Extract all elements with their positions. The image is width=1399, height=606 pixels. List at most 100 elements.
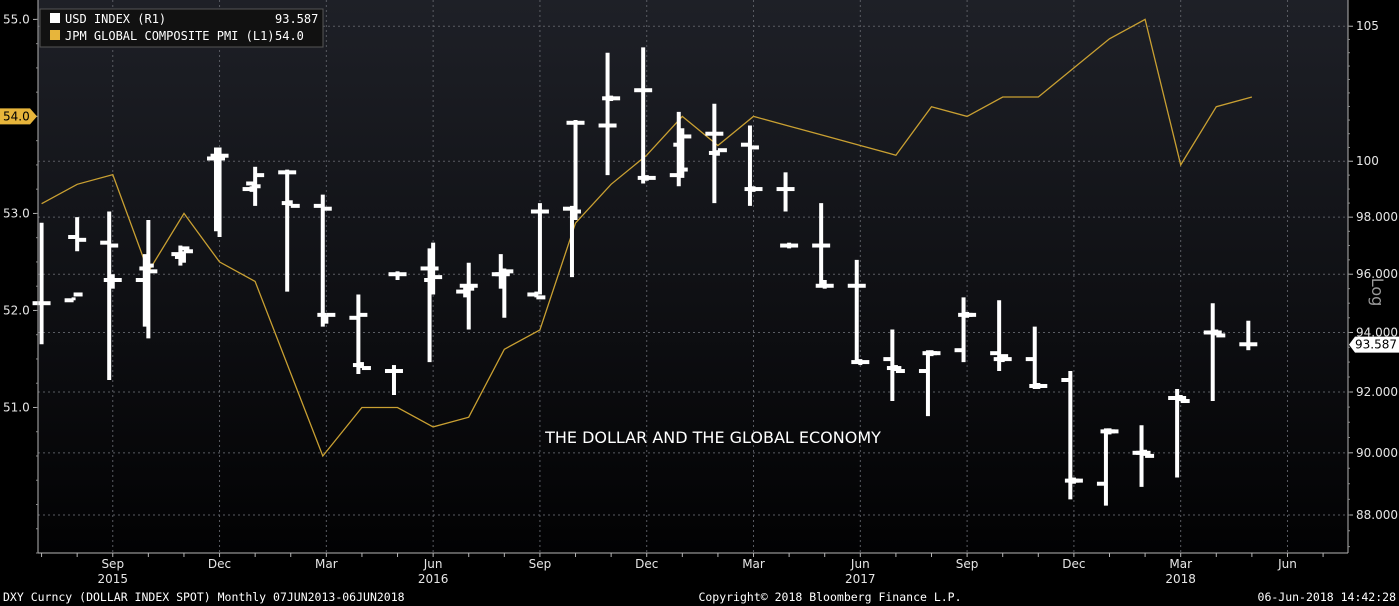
right-tick-label: 105 (1356, 19, 1379, 33)
usd-bar (598, 52, 617, 176)
usd-bar (847, 259, 866, 363)
chart-title: THE DOLLAR AND THE GLOBAL ECONOMY (544, 428, 881, 447)
footer-left: DXY Curncy (DOLLAR INDEX SPOT) Monthly 0… (3, 590, 405, 604)
x-tick-label: Mar (1169, 557, 1192, 571)
usd-bar (744, 186, 763, 192)
legend-usd-value: 93.587 (275, 12, 318, 26)
usd-bar (210, 147, 229, 237)
usd-bar (1171, 395, 1190, 404)
x-year-label: 2017 (845, 572, 876, 586)
usd-bar (278, 169, 297, 292)
x-tick-label: Dec (1062, 557, 1085, 571)
usd-bar (100, 211, 119, 380)
usd-bar (32, 222, 51, 345)
x-tick-label: Sep (529, 557, 552, 571)
left-tick-label: 55.0 (3, 12, 30, 26)
right-current-label: 93.587 (1355, 338, 1397, 352)
x-tick-label: Dec (208, 557, 231, 571)
usd-bar (1207, 329, 1226, 338)
usd-bar (139, 219, 158, 339)
x-tick-label: Jun (850, 557, 870, 571)
usd-bar (780, 242, 799, 249)
left-tick-label: 51.0 (3, 400, 30, 414)
usd-bar (886, 365, 905, 374)
left-current-label: 54.0 (3, 109, 30, 123)
usd-bar (349, 294, 368, 375)
usd-bar (495, 268, 514, 318)
usd-bar (246, 166, 265, 206)
usd-bar (602, 95, 621, 102)
right-tick-label: 96.000 (1356, 267, 1398, 281)
left-tick-label: 52.0 (3, 303, 30, 317)
usd-bar (68, 217, 87, 252)
right-axis: 88.000 90.000 92.000 94.000 96.000 98.000 100 1… (1348, 19, 1398, 548)
usd-bar (103, 274, 122, 289)
usd-bar (384, 365, 403, 396)
usd-bar (459, 262, 478, 330)
x-year-label: 2016 (418, 572, 449, 586)
left-tick-label: 53.0 (3, 206, 30, 220)
right-tick-label: 98.000 (1356, 210, 1398, 224)
usd-bar (958, 311, 977, 318)
usd-bar (424, 242, 443, 295)
usd-bars (32, 47, 1258, 506)
legend-box (39, 8, 324, 48)
usd-bar (313, 194, 332, 327)
x-tick-label: Mar (742, 557, 765, 571)
usd-bar (1064, 477, 1083, 484)
usd-bar (708, 148, 727, 156)
usd-bar (527, 291, 546, 300)
x-tick-label: Jun (1277, 557, 1297, 571)
left-axis: 51.0 52.0 53.0 54.0 55.0 (3, 12, 38, 554)
legend-swatch-usd (50, 13, 60, 23)
left-current-marker: 54.0 (0, 108, 37, 125)
usd-bar (740, 125, 759, 206)
usd-bar (634, 47, 653, 184)
usd-bar (637, 175, 656, 181)
usd-bar (1239, 320, 1258, 351)
usd-bar (64, 292, 83, 303)
usd-bar (317, 312, 336, 324)
x-tick-label: Sep (956, 557, 979, 571)
pmi-line (41, 18, 1253, 458)
usd-bar (1100, 428, 1119, 435)
usd-bar (1029, 382, 1048, 389)
footer-center: Copyright© 2018 Bloomberg Finance L.P. (698, 590, 961, 604)
legend-swatch-pmi (50, 30, 60, 40)
x-tick-label: Dec (635, 557, 658, 571)
usd-bar (673, 128, 692, 178)
usd-bar (566, 120, 585, 220)
x-year-label: 2018 (1165, 572, 1196, 586)
x-axis: Sep Dec Mar Jun Sep Dec Mar Jun Sep Dec Mar Jun 2015… (41, 553, 1324, 586)
right-current-marker: 93.587 (1349, 336, 1399, 353)
legend-pmi-value: 54.0 (275, 29, 304, 43)
usd-bar (352, 362, 371, 371)
legend-pmi-label: JPM GLOBAL COMPOSITE PMI (L1) (65, 29, 275, 43)
usd-bar (388, 271, 407, 280)
right-tick-label: 88.000 (1356, 508, 1398, 522)
usd-bar (815, 279, 834, 289)
usd-bar (1136, 449, 1155, 458)
pmi-series-line (41, 18, 1253, 458)
legend-usd-label: USD INDEX (R1) (65, 12, 166, 26)
usd-bar (812, 203, 831, 286)
right-tick-label: 94.000 (1356, 325, 1398, 339)
right-axis-side-label: Log (1368, 278, 1387, 307)
usd-bar (776, 172, 795, 212)
x-tick-label: Mar (315, 557, 338, 571)
legend: USD INDEX (R1) 93.587 JPM GLOBAL COMPOSI… (39, 8, 324, 48)
footer-right: 06-Jun-2018 14:42:28 (1258, 590, 1397, 604)
usd-bar (174, 249, 193, 263)
usd-bar (922, 350, 941, 357)
right-tick-label: 90.000 (1356, 446, 1398, 460)
usd-bar (530, 203, 549, 295)
usd-bar (281, 200, 300, 208)
x-year-label: 2015 (97, 572, 128, 586)
x-tick-label: Sep (101, 557, 124, 571)
x-tick-label: Jun (423, 557, 443, 571)
usd-bar (851, 359, 870, 366)
right-tick-label: 100 (1356, 154, 1379, 168)
usd-bar (993, 356, 1012, 363)
right-tick-label: 92.000 (1356, 385, 1398, 399)
